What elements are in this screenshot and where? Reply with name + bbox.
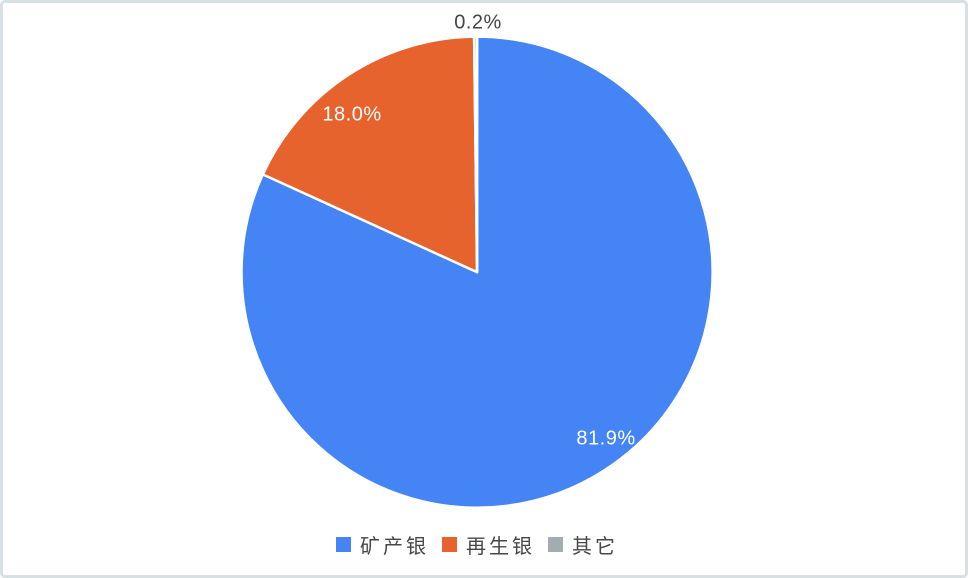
legend-item-mined-silver[interactable]: 矿产银 bbox=[336, 530, 429, 559]
legend-swatch-other bbox=[548, 537, 563, 552]
pie-label-recycled-silver: 18.0% bbox=[322, 103, 382, 126]
legend-item-other[interactable]: 其它 bbox=[548, 530, 618, 559]
pie-chart bbox=[240, 35, 714, 509]
legend-item-recycled-silver[interactable]: 再生银 bbox=[442, 530, 535, 559]
legend-swatch-recycled-silver bbox=[442, 537, 457, 552]
pie-slice-2[interactable] bbox=[472, 35, 479, 274]
pie-label-other: 0.2% bbox=[454, 11, 502, 34]
pie-slice-1[interactable] bbox=[261, 35, 479, 274]
legend-swatch-mined-silver bbox=[336, 537, 351, 552]
legend-label-recycled-silver: 再生银 bbox=[466, 536, 535, 558]
legend-label-other: 其它 bbox=[572, 536, 618, 558]
chart-legend: 矿产银 再生银 其它 bbox=[336, 530, 618, 559]
legend-label-mined-silver: 矿产银 bbox=[360, 536, 429, 558]
pie-label-mined-silver: 81.9% bbox=[576, 427, 636, 450]
